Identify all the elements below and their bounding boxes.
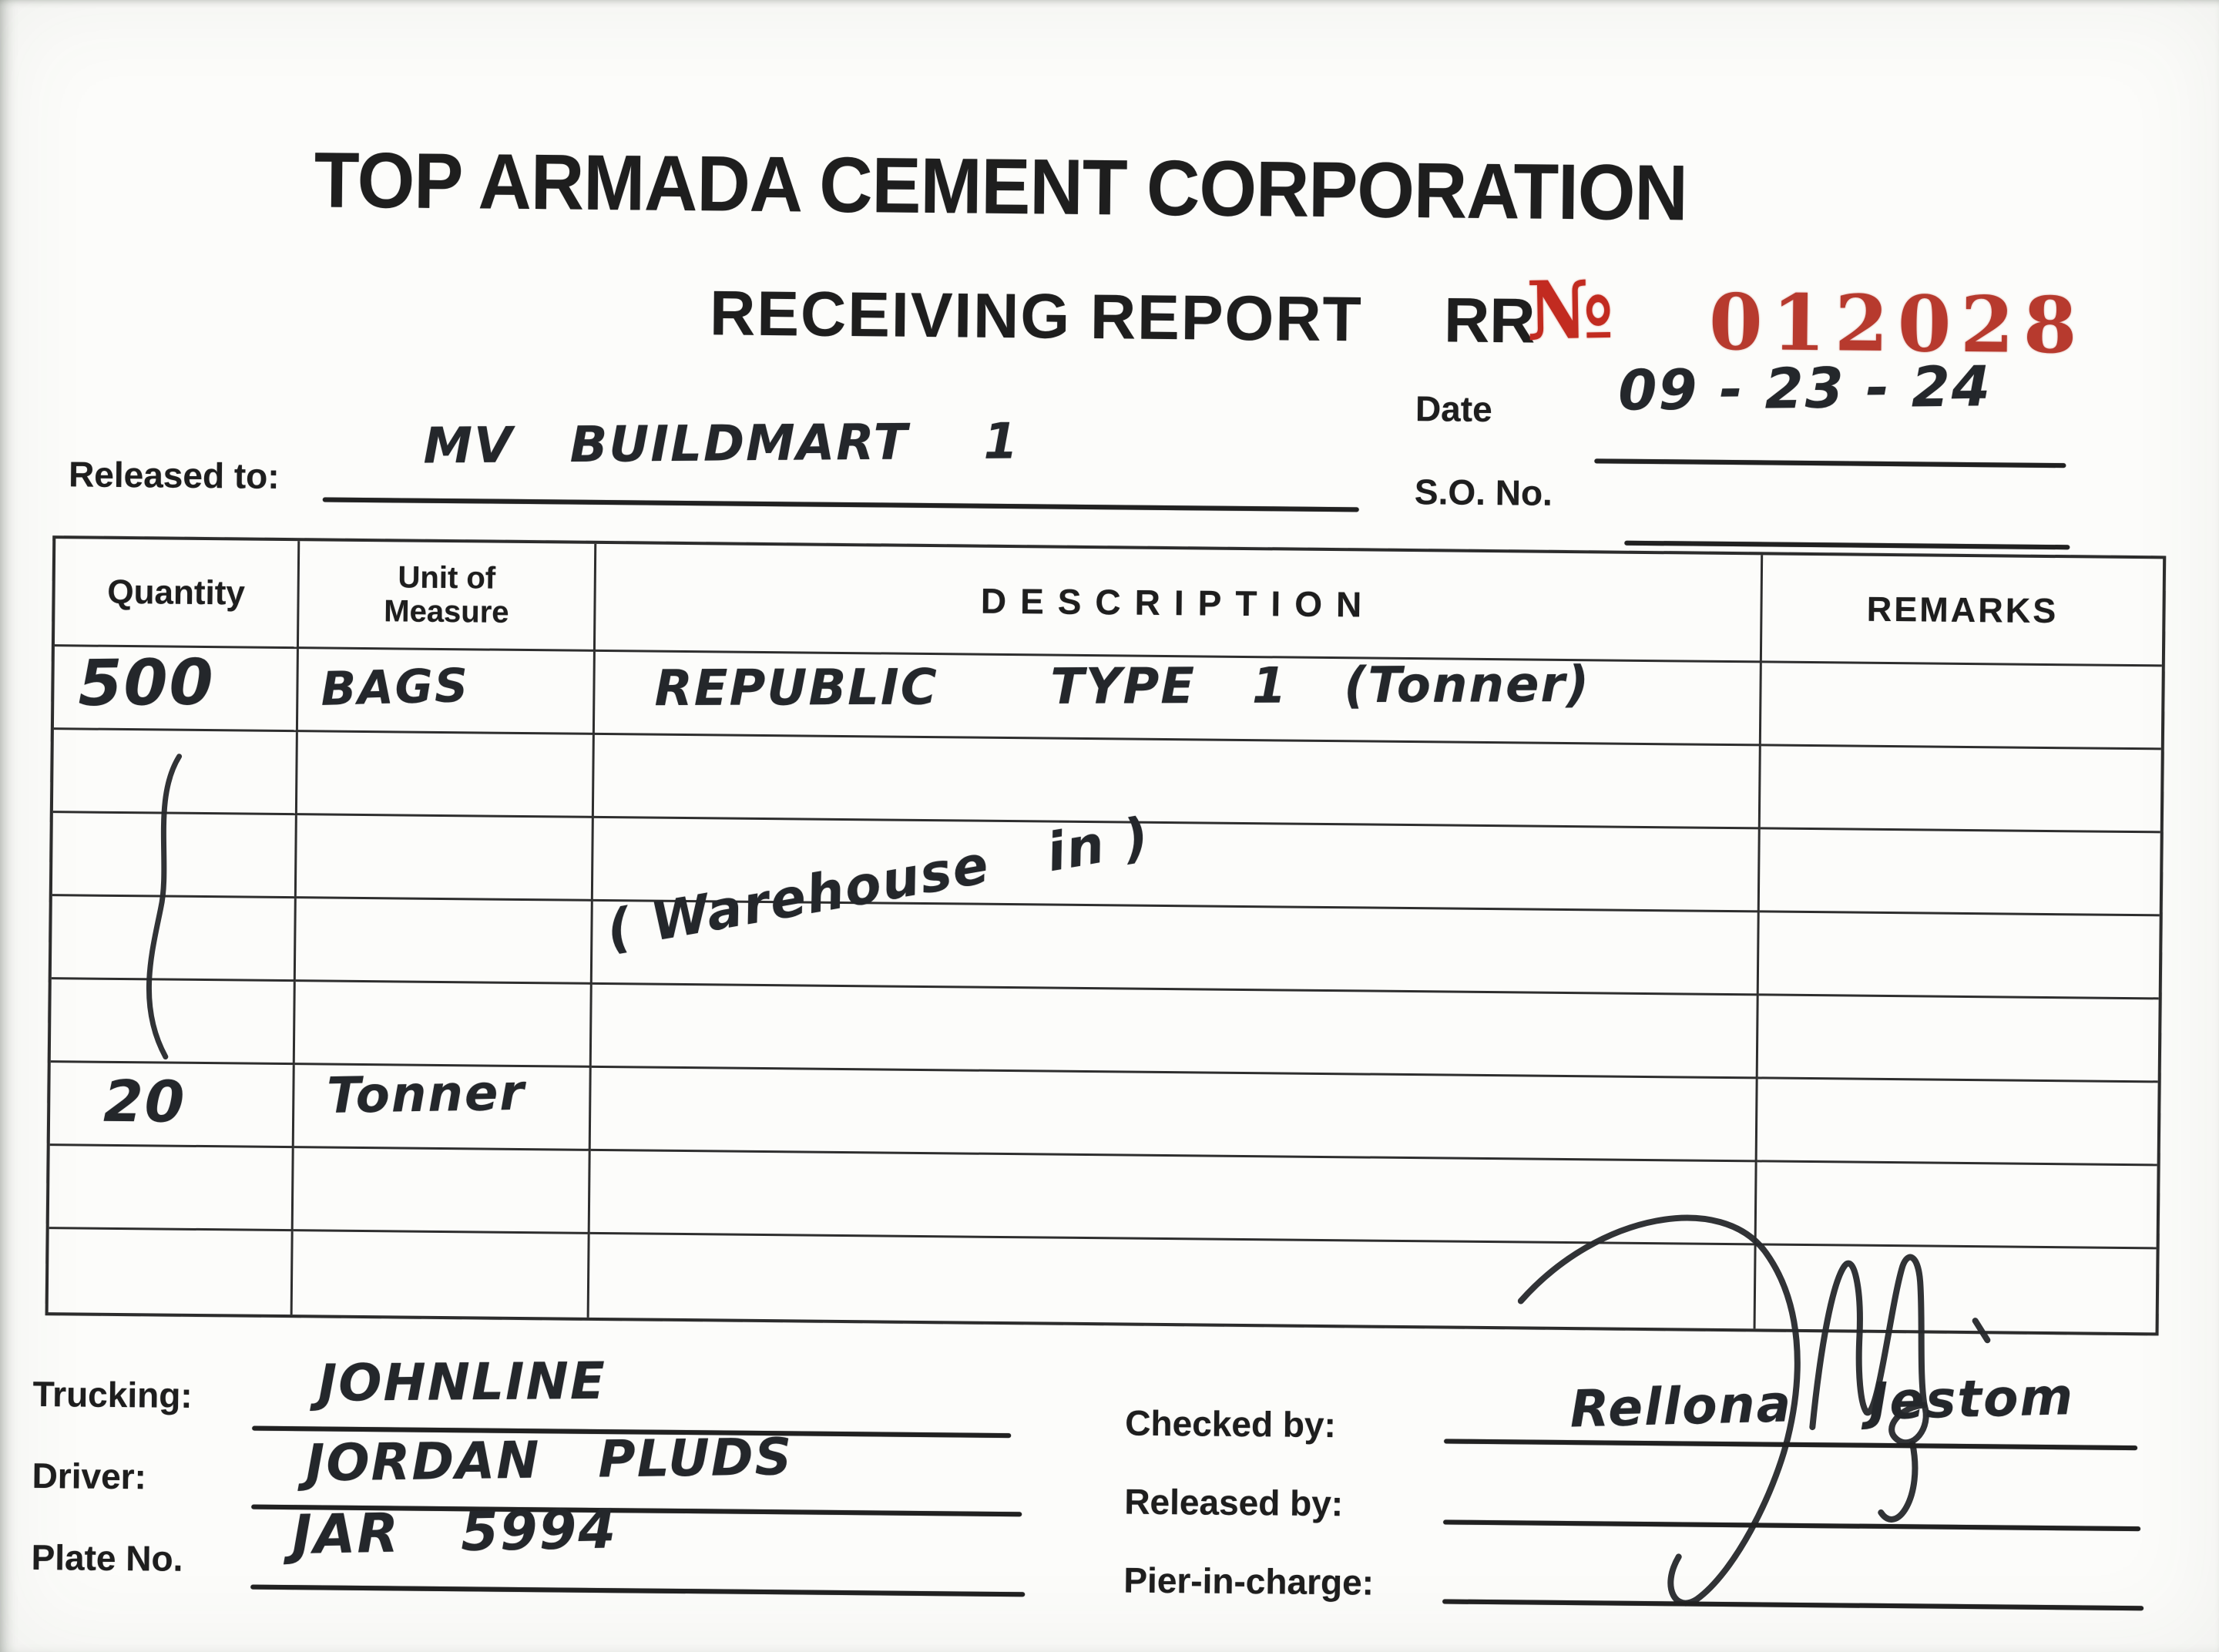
table-cell bbox=[48, 1229, 294, 1315]
trucking-handwritten-value: JOHNLINE bbox=[317, 1351, 607, 1413]
driver-handwritten-value: JORDAN PLUDS bbox=[305, 1427, 794, 1493]
unit-header-line2: Measure bbox=[384, 593, 509, 630]
plate-no-handwritten-value: JAR 5994 bbox=[291, 1497, 618, 1567]
row6-quantity-value: 20 bbox=[102, 1068, 186, 1136]
released-to-label: Released to: bbox=[68, 454, 280, 496]
checked-by-label: Checked by: bbox=[1125, 1402, 1337, 1446]
col-header-quantity: Quantity bbox=[54, 539, 300, 650]
table-cell bbox=[1761, 663, 2162, 750]
table-cell bbox=[1760, 746, 2161, 834]
table-cell bbox=[1759, 829, 2160, 917]
col-header-remarks: REMARKS bbox=[1761, 555, 2164, 667]
table-cell bbox=[593, 734, 1761, 830]
so-no-label: S.O. No. bbox=[1414, 472, 1553, 513]
driver-label: Driver: bbox=[32, 1455, 147, 1497]
row1-unit-value: BAGS bbox=[320, 658, 470, 717]
numero-stamp: № bbox=[1526, 262, 1615, 358]
trucking-label: Trucking: bbox=[32, 1373, 193, 1415]
table-cell bbox=[295, 898, 593, 985]
released-to-underline bbox=[322, 497, 1359, 512]
checked-by-handwritten-value: Rellona Jestom bbox=[1569, 1366, 2076, 1439]
so-no-underline bbox=[1624, 540, 2070, 550]
unit-header-line1: Unit of bbox=[398, 560, 496, 596]
company-name: TOP ARMADA CEMENT CORPORATION bbox=[314, 136, 1688, 237]
table-cell bbox=[292, 1231, 590, 1318]
released-by-label: Released by: bbox=[1124, 1481, 1344, 1524]
date-handwritten-value: 09 - 23 - 24 bbox=[1617, 354, 1992, 423]
table-cell bbox=[49, 1146, 294, 1232]
report-title: RECEIVING REPORT bbox=[709, 278, 1364, 355]
table-cell bbox=[591, 984, 1759, 1080]
row6-unit-value: Tonner bbox=[326, 1064, 526, 1125]
pier-in-charge-label: Pier-in-charge: bbox=[1123, 1560, 1375, 1603]
col-header-description: DESCRIPTION bbox=[595, 543, 1764, 663]
plate-no-underline bbox=[250, 1584, 1026, 1597]
table-cell bbox=[293, 1148, 591, 1234]
date-label: Date bbox=[1415, 388, 1492, 430]
table-cell bbox=[1757, 996, 2159, 1083]
table-cell bbox=[590, 1067, 1758, 1163]
row1-description-value: REPUBLIC TYPE 1 (Tonner) bbox=[654, 656, 1591, 718]
table-cell bbox=[1758, 912, 2160, 1000]
table-cell bbox=[296, 815, 594, 902]
table-cell bbox=[297, 732, 595, 818]
date-underline bbox=[1594, 458, 2066, 468]
row1-quantity-value: 500 bbox=[78, 646, 216, 720]
quantity-brace-mark bbox=[146, 754, 183, 1060]
rr-prefix: RR bbox=[1443, 285, 1536, 357]
col-header-unit: Unit of Measure bbox=[298, 541, 597, 652]
signature bbox=[1517, 1214, 1991, 1607]
plate-no-label: Plate No. bbox=[31, 1536, 183, 1579]
released-to-handwritten-value: MV BUILDMART 1 bbox=[423, 413, 1020, 475]
table-cell bbox=[1757, 1079, 2158, 1167]
table-cell bbox=[294, 982, 593, 1068]
